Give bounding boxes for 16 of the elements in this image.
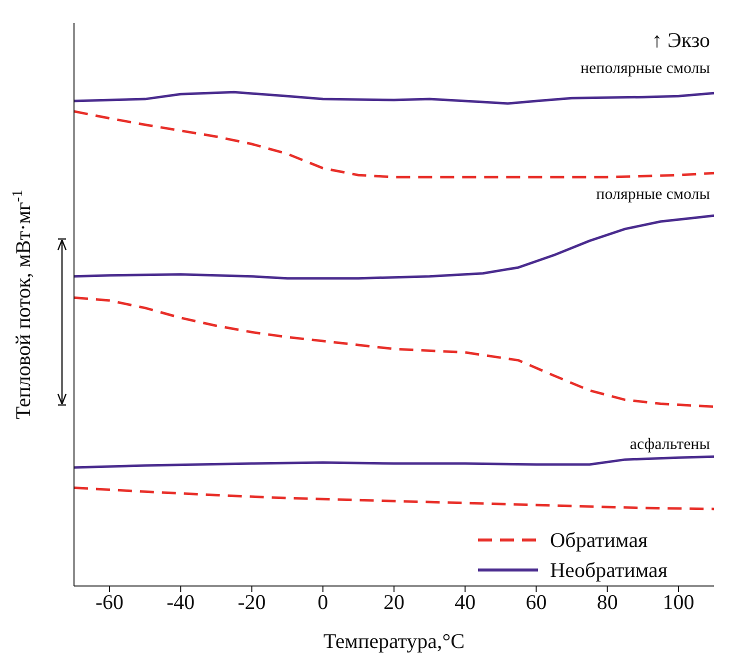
x-tick-label: -60: [96, 590, 124, 614]
x-tick-label: 80: [596, 590, 618, 614]
x-tick-label: -40: [166, 590, 195, 614]
annotation: полярные смолы: [596, 186, 710, 204]
annotation: асфальтены: [630, 436, 710, 454]
legend-label: Обратимая: [550, 528, 648, 552]
text: ↑ Экзо: [652, 28, 710, 53]
text: неполярные смолы: [580, 60, 710, 78]
x-tick-label: 20: [384, 590, 404, 614]
x-tick-label: 0: [318, 590, 328, 614]
x-tick-label: 60: [526, 590, 547, 614]
x-tick-label: 40: [454, 590, 476, 614]
x-tick-label: 100: [662, 590, 694, 614]
x-tick-label: -20: [238, 590, 266, 614]
x-axis-title: Температура,°C: [323, 629, 465, 653]
legend-label: Необратимая: [550, 558, 668, 582]
